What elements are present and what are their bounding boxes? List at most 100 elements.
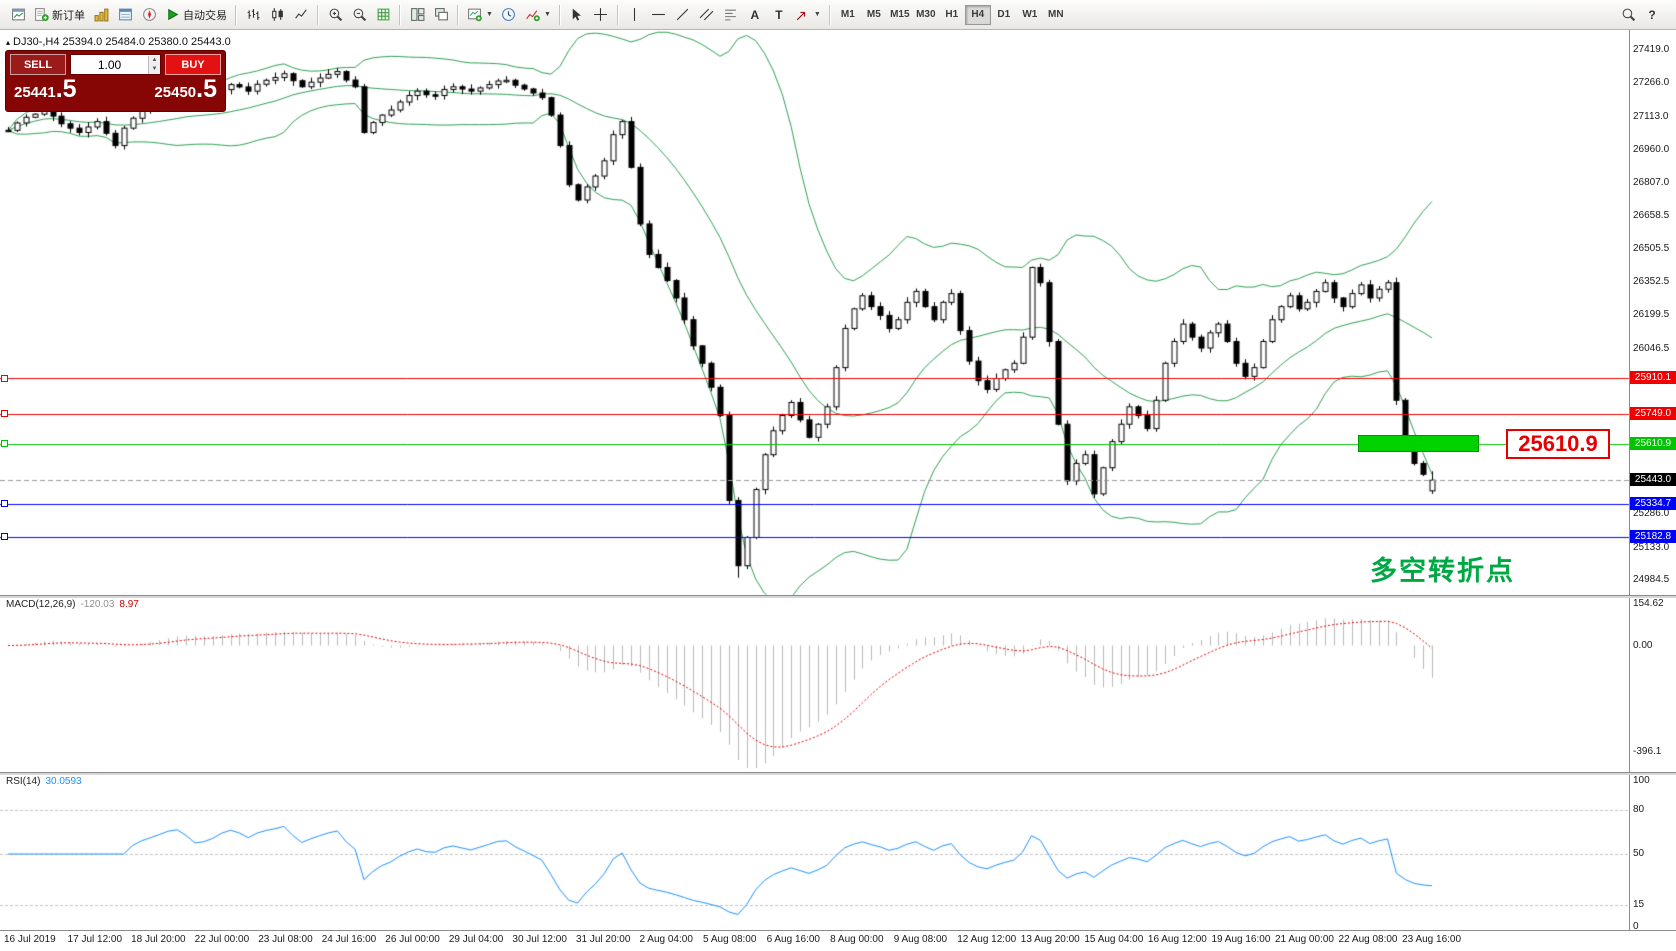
fibonacci-tool-button[interactable] [719,4,743,26]
bar-chart-mode-button[interactable] [241,4,265,26]
macd-axis-label: -396.1 [1633,745,1662,757]
level-line-handle[interactable] [1,500,8,508]
macd-main-value: -120.03 [80,599,115,610]
oct-collapse-arrow[interactable]: ▴ [6,38,11,47]
time-axis-label: 18 Jul 20:00 [131,934,186,945]
text-tool-button[interactable]: A [743,4,767,26]
level-line-handle[interactable] [1,374,8,382]
cascade-windows-button[interactable] [429,4,453,26]
time-axis-label: 2 Aug 04:00 [639,934,693,945]
arrows-tool-button[interactable]: ▼ [791,4,825,26]
line-chart-mode-button[interactable] [289,4,313,26]
fibonacci-icon [725,9,737,21]
pivot-highlight-rectangle[interactable] [1357,435,1480,453]
data-window-icon [118,8,132,21]
new-chart-button[interactable]: ▼ [463,4,497,26]
level-line-handle[interactable] [1,533,8,541]
search-button[interactable] [1616,4,1640,26]
timeframe-button-mn[interactable]: MN [1048,9,1064,20]
timeframe-button-m15[interactable]: M15 [890,9,910,20]
sell-price: 25441.5 [14,75,77,103]
toolbar-separator [616,4,619,25]
rsi-value: 30.0593 [45,776,82,787]
tile-windows-button[interactable] [405,4,429,26]
price-axis-label: 26199.5 [1633,309,1670,321]
macd-axis-label: 0.00 [1633,639,1653,651]
pivot-price-callout[interactable]: 25610.9 [1506,428,1610,459]
vertical-line-icon [634,8,636,21]
period-clock-button[interactable] [497,4,521,26]
time-axis-label: 29 Jul 04:00 [448,934,504,945]
time-axis-label: 23 Jul 08:00 [258,934,313,945]
crosshair-button[interactable] [589,4,613,26]
auto-trading-play-icon [168,8,179,21]
vertical-line-tool-button[interactable] [623,4,647,26]
time-axis-label: 17 Jul 12:00 [67,934,123,945]
zoom-in-button[interactable] [323,4,347,26]
level-line-handle[interactable] [1,440,8,448]
indicators-button[interactable]: ▼ [521,4,555,26]
volume-down-icon[interactable]: ▼ [149,64,160,74]
price-level-tag: 25334.7 [1630,496,1676,510]
indicators-icon [526,10,540,22]
sell-button[interactable]: SELL [10,54,66,75]
timeframe-button-h1[interactable]: H1 [945,9,959,20]
chart-macd-splitter[interactable] [0,595,1676,598]
rsi-axis-label: 50 [1633,848,1645,859]
pivot-note-text[interactable]: 多空转折点 [1370,556,1515,586]
macd-name: MACD(12,26,9) [6,599,76,610]
timeframe-button-d1[interactable]: D1 [997,9,1011,20]
time-axis-label: 30 Jul 12:00 [512,934,567,945]
timeframe-button-m30[interactable]: M30 [916,9,936,20]
buy-button[interactable]: BUY [165,54,221,75]
time-axis-label: 15 Aug 04:00 [1084,934,1144,945]
volume-value[interactable]: 1.00 [97,57,122,72]
timeframe-button-h4[interactable]: H4 [964,4,991,25]
timeframe-button-m1[interactable]: M1 [840,9,855,20]
navigator-button[interactable] [137,4,161,26]
market-watch-icon [94,8,108,22]
time-axis-label: 19 Aug 16:00 [1211,934,1271,945]
grid-icon [377,8,389,21]
time-axis-label: 16 Jul 2019 [4,934,56,945]
macd-rsi-splitter[interactable] [0,772,1676,775]
horizontal-line-icon [652,13,666,16]
price-axis-label: 24984.5 [1633,574,1670,585]
price-axis-label: 27113.0 [1633,110,1669,122]
timeframe-button-m5[interactable]: M5 [866,9,881,20]
channel-tool-button[interactable] [695,4,719,26]
symbol-ohlc-bar: ▴ DJ30-,H4 25394.0 25484.0 25380.0 25443.… [6,36,231,48]
zoom-out-button[interactable] [347,4,371,26]
text-label-tool-button[interactable]: T [767,4,791,26]
trendline-tool-button[interactable] [671,4,695,26]
price-level-tag: 25749.0 [1630,406,1676,420]
volume-up-icon[interactable]: ▲ [149,55,160,65]
price-axis-label: 27419.0 [1633,44,1670,55]
data-window-button[interactable] [113,4,137,26]
candlestick-icon [271,8,283,21]
toolbar-separator [558,4,561,25]
help-button[interactable]: ? [1640,4,1664,26]
symbol-ohlc-text: DJ30-,H4 25394.0 25484.0 25380.0 25443.0 [13,36,231,48]
grid-button[interactable] [371,4,395,26]
time-axis-label: 31 Jul 20:00 [575,934,631,945]
zoom-in-icon [329,8,342,22]
new-chart-window-button[interactable] [6,4,30,26]
candlestick-mode-button[interactable] [265,4,289,26]
market-watch-button[interactable] [89,4,113,26]
level-line-handle[interactable] [1,410,8,418]
price-axis-label: 26658.5 [1633,209,1670,221]
horizontal-line-tool-button[interactable] [647,4,671,26]
cursor-button[interactable] [565,4,589,26]
volume-field[interactable]: 1.00 ▲ ▼ [70,54,161,75]
new-order-button[interactable]: 新订单 [30,4,89,26]
auto-trading-button[interactable]: 自动交易 [161,4,231,26]
rsi-axis-label: 100 [1633,775,1650,786]
rsi-label: RSI(14) 30.0593 [6,776,82,787]
price-axis-label: 26807.0 [1633,177,1670,189]
timeframe-button-w1[interactable]: W1 [1022,9,1038,20]
chevron-down-icon: ▼ [486,11,493,18]
trendline-icon [677,8,689,21]
